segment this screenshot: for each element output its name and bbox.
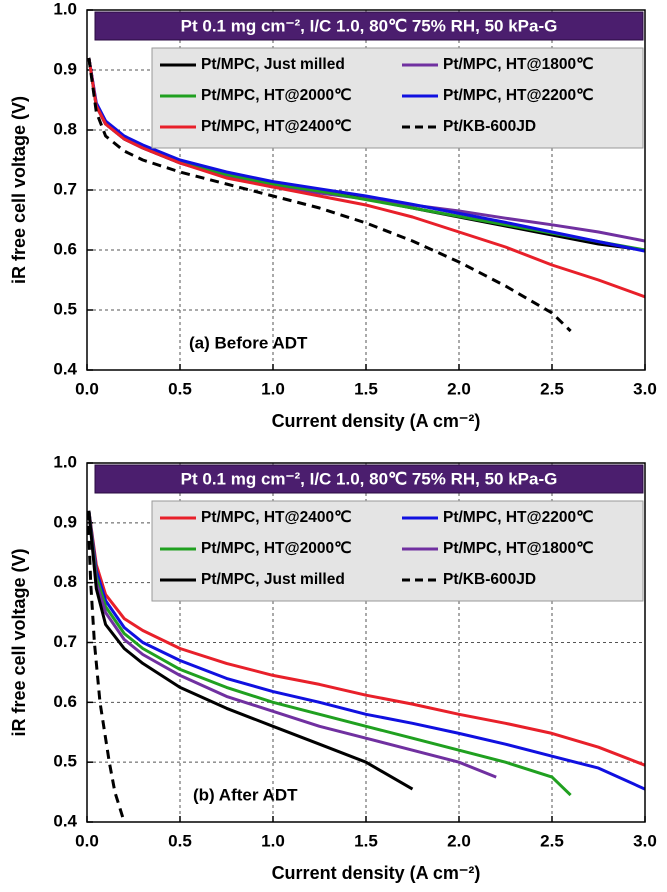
y-tick-label: 0.4: [53, 811, 77, 830]
y-tick-label: 0.8: [53, 119, 77, 138]
legend-label: Pt/MPC, HT@2200℃: [443, 87, 594, 104]
series-line: [87, 510, 645, 767]
y-tick-label: 0.7: [53, 632, 77, 651]
y-tick-label: 0.9: [53, 59, 77, 78]
y-axis-label: iR free cell voltage (V): [9, 548, 29, 736]
x-tick-label: 0.0: [75, 379, 99, 398]
header-text: Pt 0.1 mg cm⁻², I/C 1.0, 80℃ 75% RH, 50 …: [181, 16, 558, 35]
x-tick-label: 3.0: [633, 831, 657, 850]
x-tick-label: 0.0: [75, 831, 99, 850]
legend-label: Pt/MPC, HT@1800℃: [443, 540, 594, 557]
y-tick-label: 0.5: [53, 299, 77, 318]
x-tick-label: 1.5: [354, 831, 378, 850]
x-tick-label: 2.5: [540, 831, 564, 850]
x-axis-label: Current density (A cm⁻²): [272, 863, 481, 883]
legend-box: [151, 500, 644, 602]
series-group: [87, 510, 645, 822]
x-tick-label: 0.5: [168, 379, 192, 398]
annotation: (b) After ADT: [193, 785, 298, 804]
x-axis-label: Current density (A cm⁻²): [272, 411, 481, 431]
y-tick-label: 1.0: [53, 452, 77, 471]
x-tick-label: 3.0: [633, 379, 657, 398]
y-axis-label: iR free cell voltage (V): [9, 96, 29, 284]
series-line: [87, 510, 572, 797]
series-line: [87, 57, 645, 299]
x-tick-label: 1.5: [354, 379, 378, 398]
legend-label: Pt/KB-600JD: [443, 571, 536, 588]
y-tick-label: 1.0: [53, 0, 77, 18]
x-tick-label: 1.0: [261, 379, 285, 398]
y-tick-label: 0.7: [53, 179, 77, 198]
legend-label: Pt/MPC, HT@2400℃: [201, 509, 352, 526]
annotation: (a) Before ADT: [189, 333, 308, 352]
y-tick-label: 0.8: [53, 572, 77, 591]
legend-box: [151, 47, 644, 149]
series-group: [87, 57, 645, 333]
x-tick-label: 0.5: [168, 831, 192, 850]
legend-label: Pt/MPC, HT@1800℃: [443, 56, 594, 73]
series-line: [87, 510, 497, 779]
y-tick-label: 0.5: [53, 752, 77, 771]
header-text: Pt 0.1 mg cm⁻², I/C 1.0, 80℃ 75% RH, 50 …: [181, 469, 558, 488]
series-line: [87, 510, 414, 791]
x-tick-label: 1.0: [261, 831, 285, 850]
legend-label: Pt/MPC, HT@2400℃: [201, 118, 352, 135]
y-tick-label: 0.9: [53, 512, 77, 531]
x-tick-label: 2.5: [540, 379, 564, 398]
plot-frame: [86, 462, 646, 823]
legend-label: Pt/MPC, Just milled: [201, 571, 345, 588]
plot-frame: [86, 9, 646, 371]
series-line: [87, 510, 645, 791]
x-tick-label: 2.0: [447, 379, 471, 398]
series-line: [87, 57, 645, 253]
header-box: [94, 464, 644, 494]
legend-label: Pt/MPC, HT@2000℃: [201, 87, 352, 104]
legend-label: Pt/MPC, HT@2200℃: [443, 509, 594, 526]
legend-label: Pt/KB-600JD: [443, 118, 536, 135]
y-tick-label: 0.6: [53, 692, 77, 711]
legend-label: Pt/MPC, Just milled: [201, 56, 345, 73]
legend-label: Pt/MPC, HT@2000℃: [201, 540, 352, 557]
x-tick-label: 2.0: [447, 831, 471, 850]
header-box: [94, 11, 644, 41]
y-tick-label: 0.4: [53, 359, 77, 378]
y-tick-label: 0.6: [53, 239, 77, 258]
series-line: [87, 57, 572, 333]
